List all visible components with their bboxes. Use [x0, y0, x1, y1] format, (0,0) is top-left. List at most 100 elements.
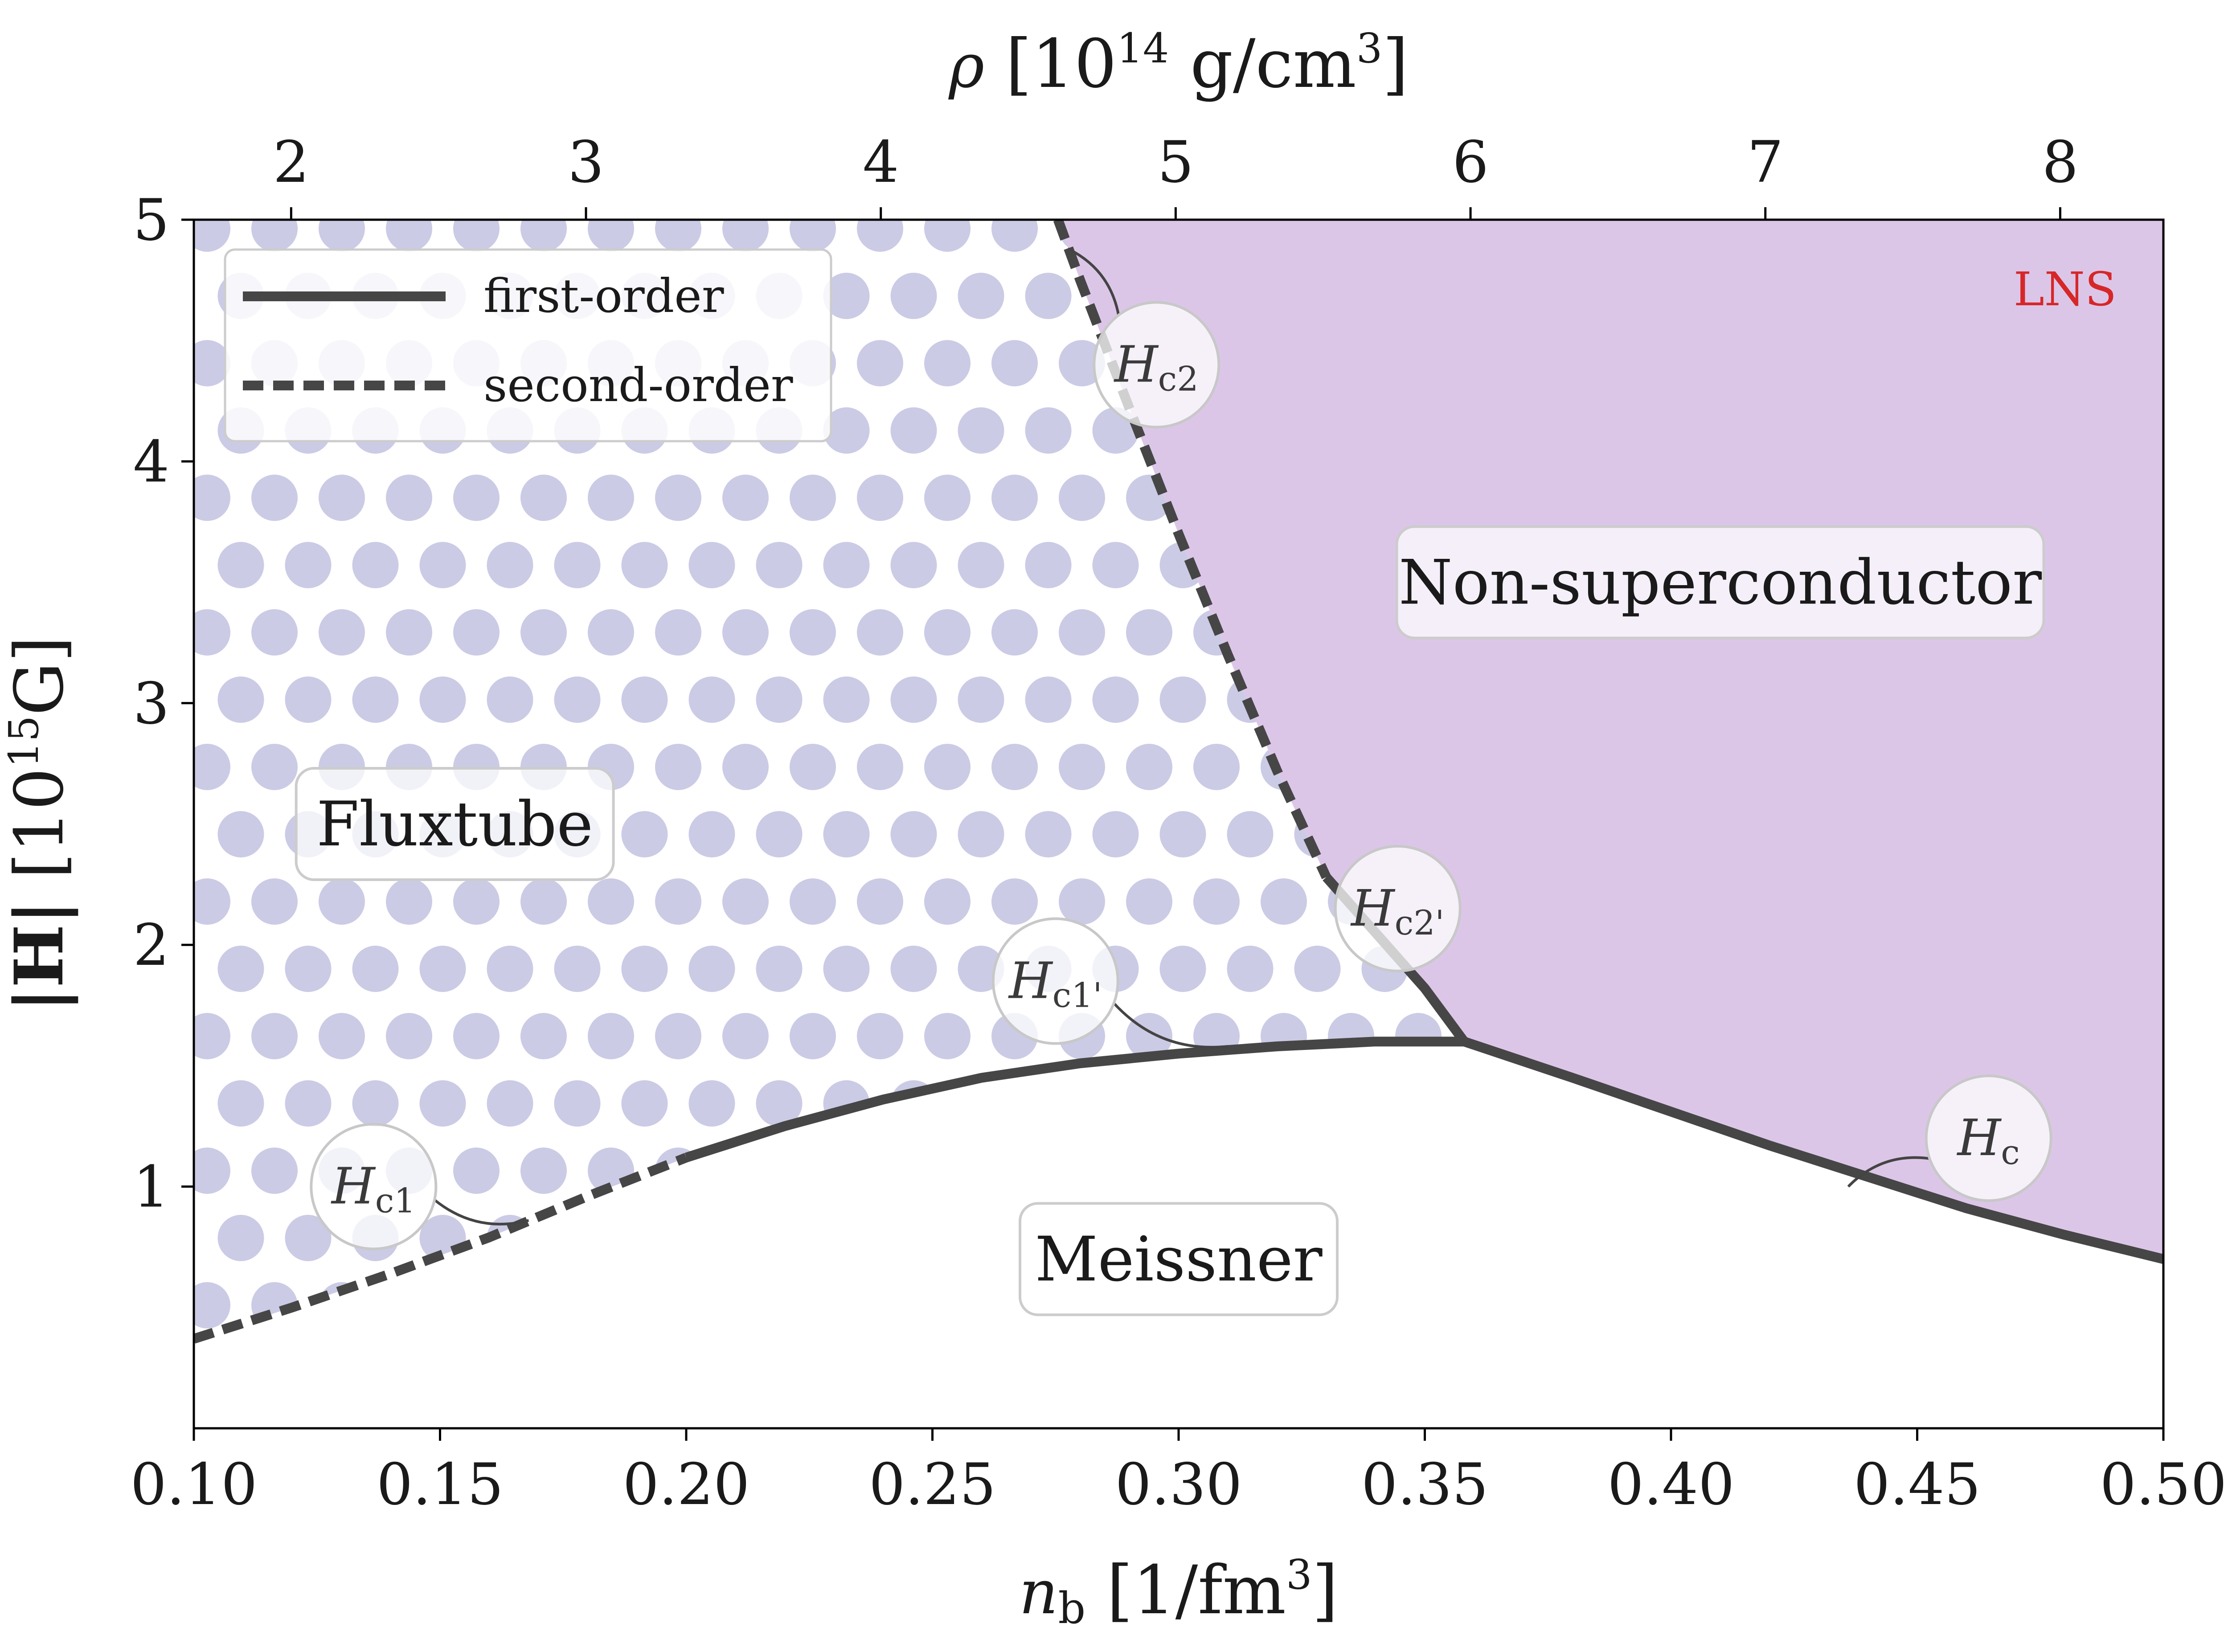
fluxtube-dot: [1227, 1080, 1274, 1127]
fluxtube-dot: [655, 609, 701, 656]
fluxtube-dot: [655, 1013, 701, 1059]
fluxtube-dot: [1025, 542, 1072, 588]
legend-second-order: second-order: [483, 358, 793, 412]
fluxtube-dot: [419, 676, 466, 723]
fluxtube-dot: [194, 744, 230, 790]
fluxtube-dot: [1361, 1215, 1408, 1261]
fluxtube-dot: [756, 1349, 803, 1396]
fluxtube-dot: [285, 1349, 332, 1396]
fluxtube-dot: [1159, 1080, 1206, 1127]
fluxtube-dot: [217, 1215, 264, 1261]
fluxtube-dot: [218, 1349, 264, 1396]
fluxtube-dot: [1093, 1349, 1139, 1396]
fluxtube-dot: [453, 1148, 500, 1194]
fluxtube-dot: [285, 1215, 332, 1261]
fluxtube-dot: [588, 1013, 634, 1059]
fluxtube-dot: [655, 220, 701, 252]
fluxtube-dot: [487, 946, 533, 992]
fluxtube-dot: [520, 1282, 567, 1328]
fluxtube-dot: [194, 609, 230, 656]
fluxtube-dot: [688, 1080, 735, 1127]
region-label-box: [295, 767, 615, 881]
fluxtube-dot: [1126, 609, 1172, 656]
annotation-hc: Hc: [1847, 1074, 2052, 1202]
fluxtube-dot: [554, 946, 601, 992]
fluxtube-dot: [689, 1349, 735, 1396]
fluxtube-dot: [1261, 1148, 1307, 1194]
fluxtube-dot: [790, 1148, 836, 1194]
region-label-text: Fluxtube: [316, 788, 593, 860]
fluxtube-dot: [857, 744, 903, 790]
fluxtube-dot: [621, 1215, 668, 1261]
fluxtube-dot: [386, 1282, 432, 1328]
fluxtube-dot: [1126, 744, 1172, 790]
fluxtube-dot: [453, 1013, 500, 1059]
fluxtube-dot: [1429, 1215, 1464, 1261]
fluxtube-dot: [790, 220, 836, 252]
fluxtube-dot: [857, 220, 903, 252]
annotation-text: Hc1: [331, 1158, 416, 1221]
lns-label: LNS: [2014, 262, 2117, 316]
fluxtube-dot: [487, 542, 533, 588]
fluxtube-dot: [453, 878, 500, 925]
fluxtube-dot: [217, 946, 264, 992]
fluxtube-dot: [1328, 1148, 1374, 1194]
fluxtube-dot: [1025, 1080, 1072, 1127]
fluxtube-dot: [722, 744, 769, 790]
fluxtube-dot: [453, 609, 500, 656]
fluxtube-dot: [487, 1349, 533, 1396]
fluxtube-dot: [1462, 1148, 1464, 1194]
annotation-leader: [1067, 247, 1120, 316]
fluxtube-dot: [621, 811, 668, 857]
fluxtube-dot: [588, 220, 634, 252]
fluxtube-dot: [1395, 1148, 1442, 1194]
fluxtube-dot: [890, 407, 937, 454]
y-tick-label: 2: [133, 912, 169, 979]
fluxtube-dot: [756, 1215, 803, 1261]
region-label-text: Non-superconductor: [1399, 547, 2042, 619]
fluxtube-dot: [622, 1349, 668, 1396]
x-tick-label: 0.50: [2100, 1451, 2227, 1518]
fluxtube-dot: [520, 1148, 567, 1194]
fluxtube-dot: [1362, 1349, 1408, 1396]
fluxtube-dot: [958, 1349, 1004, 1396]
fluxtube-dot: [554, 676, 601, 723]
fluxtube-dot: [251, 1148, 298, 1194]
x-tick-label: 0.40: [1608, 1451, 1735, 1518]
fluxtube-dot: [790, 475, 836, 521]
annotation-leader: [1113, 1002, 1228, 1049]
fluxtube-dot: [1025, 273, 1072, 319]
lns-region: [1058, 220, 2163, 1259]
fluxtube-dot: [891, 1349, 937, 1396]
boundary-line-hc1p: [684, 1037, 1464, 1162]
annotation-text: Hc2': [1350, 880, 1444, 943]
fluxtube-dot: [857, 475, 903, 521]
annotation-text: Hc1': [1008, 952, 1102, 1015]
fluxtube-dot: [857, 340, 903, 386]
fluxtube-dot: [857, 1282, 903, 1328]
fluxtube-dot: [419, 1080, 466, 1127]
fluxtube-dot: [386, 1013, 432, 1059]
fluxtube-dot: [756, 542, 803, 588]
fluxtube-dot: [823, 407, 870, 454]
x2-tick-label: 2: [273, 129, 309, 196]
annotation-hc2p: Hc2': [1334, 844, 1462, 972]
fluxtube-dot: [1261, 878, 1307, 925]
fluxtube-dot: [823, 1349, 870, 1396]
fluxtube-dot: [1361, 1080, 1408, 1127]
fluxtube-dot: [1092, 542, 1139, 588]
fluxtube-dot: [958, 407, 1004, 454]
boundary-line-hc1: [194, 1153, 688, 1344]
fluxtube-dot: [1059, 878, 1105, 925]
fluxtube-dot: [1227, 946, 1274, 992]
fluxtube-dot: [352, 676, 399, 723]
fluxtube-dot: [1059, 1148, 1105, 1194]
fluxtube-dot: [352, 1349, 399, 1396]
x2-tick-label: 6: [1452, 129, 1488, 196]
fluxtube-dot: [1159, 811, 1206, 857]
fluxtube-dot: [991, 609, 1038, 656]
fluxtube-dot: [1395, 1013, 1442, 1059]
fluxtube-dot: [319, 220, 365, 252]
fluxtube-dot: [924, 1282, 971, 1328]
